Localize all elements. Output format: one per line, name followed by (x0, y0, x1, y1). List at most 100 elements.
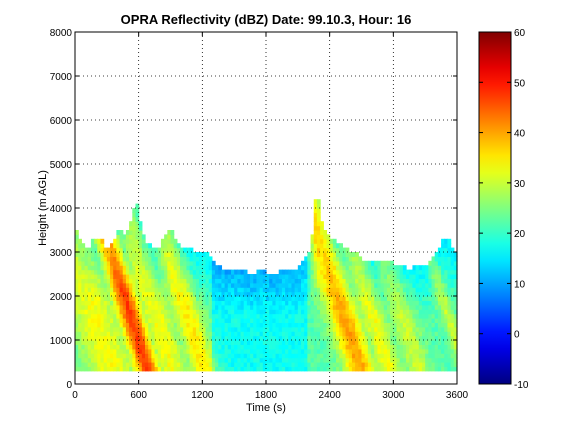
reflectivity-cell (173, 366, 178, 372)
reflectivity-cell (415, 344, 420, 350)
reflectivity-cell (313, 318, 318, 323)
reflectivity-cell (358, 260, 363, 266)
reflectivity-cell (103, 247, 108, 253)
reflectivity-cell (211, 335, 216, 341)
reflectivity-cell (154, 331, 159, 337)
reflectivity-cell (145, 348, 149, 354)
reflectivity-cell (453, 260, 458, 266)
reflectivity-cell (195, 274, 200, 279)
reflectivity-cell (199, 366, 203, 372)
reflectivity-cell (437, 304, 442, 310)
reflectivity-cell (441, 269, 445, 275)
reflectivity-cell (380, 300, 385, 306)
reflectivity-cell (90, 344, 95, 350)
reflectivity-cell (208, 331, 213, 337)
reflectivity-cell (364, 322, 369, 328)
reflectivity-cell (348, 260, 353, 266)
reflectivity-cell (323, 282, 328, 288)
reflectivity-cell (323, 252, 328, 257)
reflectivity-cell (250, 353, 254, 359)
reflectivity-cell (310, 252, 315, 257)
reflectivity-cell (240, 335, 245, 341)
reflectivity-cell (122, 260, 127, 266)
reflectivity-cell (75, 243, 79, 249)
reflectivity-cell (90, 287, 95, 293)
reflectivity-cell (348, 357, 353, 363)
reflectivity-cell (412, 278, 417, 284)
reflectivity-cell (336, 348, 340, 354)
reflectivity-cell (278, 357, 283, 363)
reflectivity-cell (412, 304, 417, 310)
reflectivity-cell (186, 331, 191, 337)
reflectivity-cell (310, 313, 315, 319)
reflectivity-cell (412, 274, 417, 279)
reflectivity-cell (409, 340, 414, 345)
reflectivity-cell (393, 287, 398, 293)
reflectivity-cell (103, 313, 108, 319)
reflectivity-cell (176, 348, 181, 354)
reflectivity-cell (208, 296, 213, 301)
reflectivity-cell (307, 278, 312, 284)
reflectivity-cell (234, 335, 238, 341)
reflectivity-cell (87, 353, 92, 359)
reflectivity-cell (250, 357, 254, 363)
reflectivity-cell (135, 269, 140, 275)
reflectivity-cell (383, 318, 388, 323)
reflectivity-cell (208, 309, 213, 315)
reflectivity-cell (367, 274, 372, 279)
reflectivity-cell (393, 326, 398, 332)
reflectivity-cell (132, 208, 137, 213)
reflectivity-cell (272, 304, 277, 310)
reflectivity-cell (135, 225, 140, 231)
reflectivity-cell (301, 340, 305, 345)
reflectivity-cell (342, 322, 347, 328)
reflectivity-cell (125, 287, 130, 293)
reflectivity-cell (450, 335, 455, 341)
reflectivity-cell (106, 296, 111, 301)
reflectivity-cell (183, 313, 188, 319)
reflectivity-cell (167, 287, 172, 293)
reflectivity-cell (148, 348, 152, 354)
reflectivity-cell (132, 243, 137, 249)
reflectivity-cell (304, 287, 308, 293)
reflectivity-cell (415, 300, 420, 306)
reflectivity-cell (202, 331, 207, 337)
reflectivity-cell (399, 304, 404, 310)
reflectivity-cell (415, 274, 420, 279)
reflectivity-cell (339, 278, 343, 284)
reflectivity-cell (119, 278, 124, 284)
reflectivity-cell (396, 287, 401, 293)
reflectivity-cell (132, 230, 137, 235)
reflectivity-cell (195, 340, 200, 345)
reflectivity-cell (374, 362, 379, 367)
reflectivity-cell (215, 357, 219, 363)
reflectivity-cell (371, 300, 375, 306)
reflectivity-cell (345, 313, 350, 319)
reflectivity-cell (275, 331, 280, 337)
reflectivity-cell (195, 287, 200, 293)
reflectivity-cell (409, 309, 414, 315)
reflectivity-cell (246, 366, 251, 372)
reflectivity-cell (122, 353, 127, 359)
reflectivity-cell (186, 265, 191, 271)
reflectivity-cell (383, 335, 388, 341)
reflectivity-cell (291, 326, 296, 332)
reflectivity-cell (256, 340, 261, 345)
reflectivity-cell (281, 366, 286, 372)
reflectivity-cell (253, 278, 258, 284)
reflectivity-cell (428, 309, 433, 315)
reflectivity-cell (160, 362, 165, 367)
reflectivity-cell (78, 344, 82, 350)
reflectivity-cell (230, 304, 235, 310)
reflectivity-cell (348, 313, 353, 319)
reflectivity-cell (399, 318, 404, 323)
reflectivity-cell (113, 278, 117, 284)
reflectivity-cell (202, 304, 207, 310)
reflectivity-cell (199, 322, 203, 328)
reflectivity-cell (218, 296, 223, 301)
reflectivity-cell (253, 300, 258, 306)
reflectivity-cell (301, 357, 305, 363)
reflectivity-cell (211, 269, 216, 275)
reflectivity-cell (307, 291, 312, 297)
reflectivity-cell (180, 291, 184, 297)
